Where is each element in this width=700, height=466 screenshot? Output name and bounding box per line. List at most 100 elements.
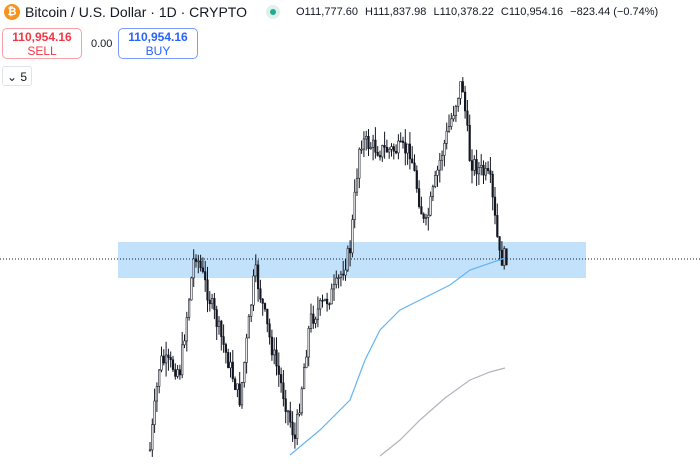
candle-body xyxy=(470,160,474,171)
candle-body xyxy=(160,355,163,371)
candle-body xyxy=(454,105,458,116)
indicators-toggle[interactable]: ⌄ 5 xyxy=(2,66,32,86)
close-value: C110,954.16 xyxy=(500,6,564,18)
candle-body xyxy=(420,206,423,215)
candle-body xyxy=(256,264,260,290)
candle-body xyxy=(335,277,338,285)
candle-body xyxy=(503,248,506,266)
candle-body xyxy=(413,162,416,171)
candle-body xyxy=(431,186,435,197)
candle-body xyxy=(197,260,200,263)
spread-value: 0.00 xyxy=(91,38,113,50)
candle-body xyxy=(358,148,361,179)
candle-body xyxy=(374,139,377,153)
candle-body xyxy=(369,147,372,149)
candle-body xyxy=(171,359,175,370)
candle-body xyxy=(443,143,446,156)
change-value: −823.44 (−0.74%) xyxy=(570,6,659,18)
candle-body xyxy=(298,412,301,415)
candle-body xyxy=(270,336,274,356)
candle-body xyxy=(240,382,244,406)
moving-average-fast xyxy=(289,257,506,456)
candle-body xyxy=(337,277,340,279)
candle-body xyxy=(404,142,407,154)
candle-body xyxy=(459,81,462,99)
candle-body xyxy=(314,318,317,324)
candle-body xyxy=(371,139,375,148)
candle-body xyxy=(319,299,322,310)
candle-body xyxy=(305,356,308,368)
candle-body xyxy=(392,146,395,152)
candle-body xyxy=(348,248,352,254)
candle-body xyxy=(496,215,499,237)
candle-body xyxy=(381,145,384,158)
candle-body xyxy=(238,383,241,406)
candle-body xyxy=(415,170,418,189)
candle-body xyxy=(367,136,370,149)
candle-body xyxy=(188,299,191,318)
candle-body xyxy=(330,288,333,305)
symbol-header: ₿ Bitcoin / U.S. Dollar · 1D · CRYPTO xyxy=(4,4,247,20)
candle-body xyxy=(252,275,255,306)
candle-body xyxy=(390,146,393,150)
candle-body xyxy=(477,167,481,175)
candle-body xyxy=(452,115,455,120)
candle-body xyxy=(351,219,354,254)
candle-body xyxy=(151,424,154,451)
candle-body xyxy=(473,159,476,171)
sell-button[interactable]: 110,954.16 SELL xyxy=(2,28,82,59)
buy-button[interactable]: 110,954.16 BUY xyxy=(118,28,198,59)
candle-body xyxy=(401,140,405,143)
candle-body xyxy=(440,155,444,161)
candle-body xyxy=(500,249,504,266)
candle-body xyxy=(266,308,269,325)
candle-body xyxy=(284,398,287,412)
candle-body xyxy=(491,173,494,198)
candle-body xyxy=(211,298,214,305)
symbol-title[interactable]: Bitcoin / U.S. Dollar · 1D · CRYPTO xyxy=(25,4,247,20)
open-value: O111,777.60 xyxy=(296,6,358,18)
candle-body xyxy=(204,271,207,281)
candle-body xyxy=(243,362,246,383)
candle-body xyxy=(360,148,363,151)
candle-body xyxy=(162,355,165,364)
candle-body xyxy=(229,361,232,369)
candle-body xyxy=(316,308,320,320)
candle-body xyxy=(376,151,379,156)
candle-body xyxy=(323,298,326,301)
candle-body xyxy=(293,434,297,439)
candle-body xyxy=(153,400,156,425)
candle-body xyxy=(155,385,159,402)
candle-body xyxy=(254,264,257,277)
candle-body xyxy=(475,159,478,175)
candle-body xyxy=(385,146,389,153)
candle-body xyxy=(167,354,170,358)
candle-body xyxy=(148,449,152,452)
candle-body xyxy=(362,138,366,150)
candle-body xyxy=(408,143,412,160)
candle-body xyxy=(190,277,193,301)
candle-body xyxy=(344,269,347,276)
low-value: L110,378.22 xyxy=(433,6,494,18)
candle-body xyxy=(466,110,469,126)
candle-body xyxy=(427,214,430,218)
candle-body xyxy=(399,140,402,143)
candle-body xyxy=(250,304,253,317)
candle-body xyxy=(307,328,310,358)
candle-body xyxy=(302,367,306,390)
candle-body xyxy=(169,357,172,361)
high-value: H111,837.98 xyxy=(365,6,427,18)
candle-body xyxy=(234,378,237,390)
candle-body xyxy=(259,288,262,300)
candle-body xyxy=(321,299,324,302)
candle-body xyxy=(417,188,421,207)
candle-body xyxy=(342,273,345,276)
candle-body xyxy=(353,191,356,220)
candle-body xyxy=(355,177,359,193)
candle-body xyxy=(434,175,437,188)
sell-price: 110,954.16 xyxy=(12,30,72,44)
candle-body xyxy=(268,323,271,338)
candle-body xyxy=(489,170,492,175)
moving-average-slow xyxy=(379,367,506,457)
